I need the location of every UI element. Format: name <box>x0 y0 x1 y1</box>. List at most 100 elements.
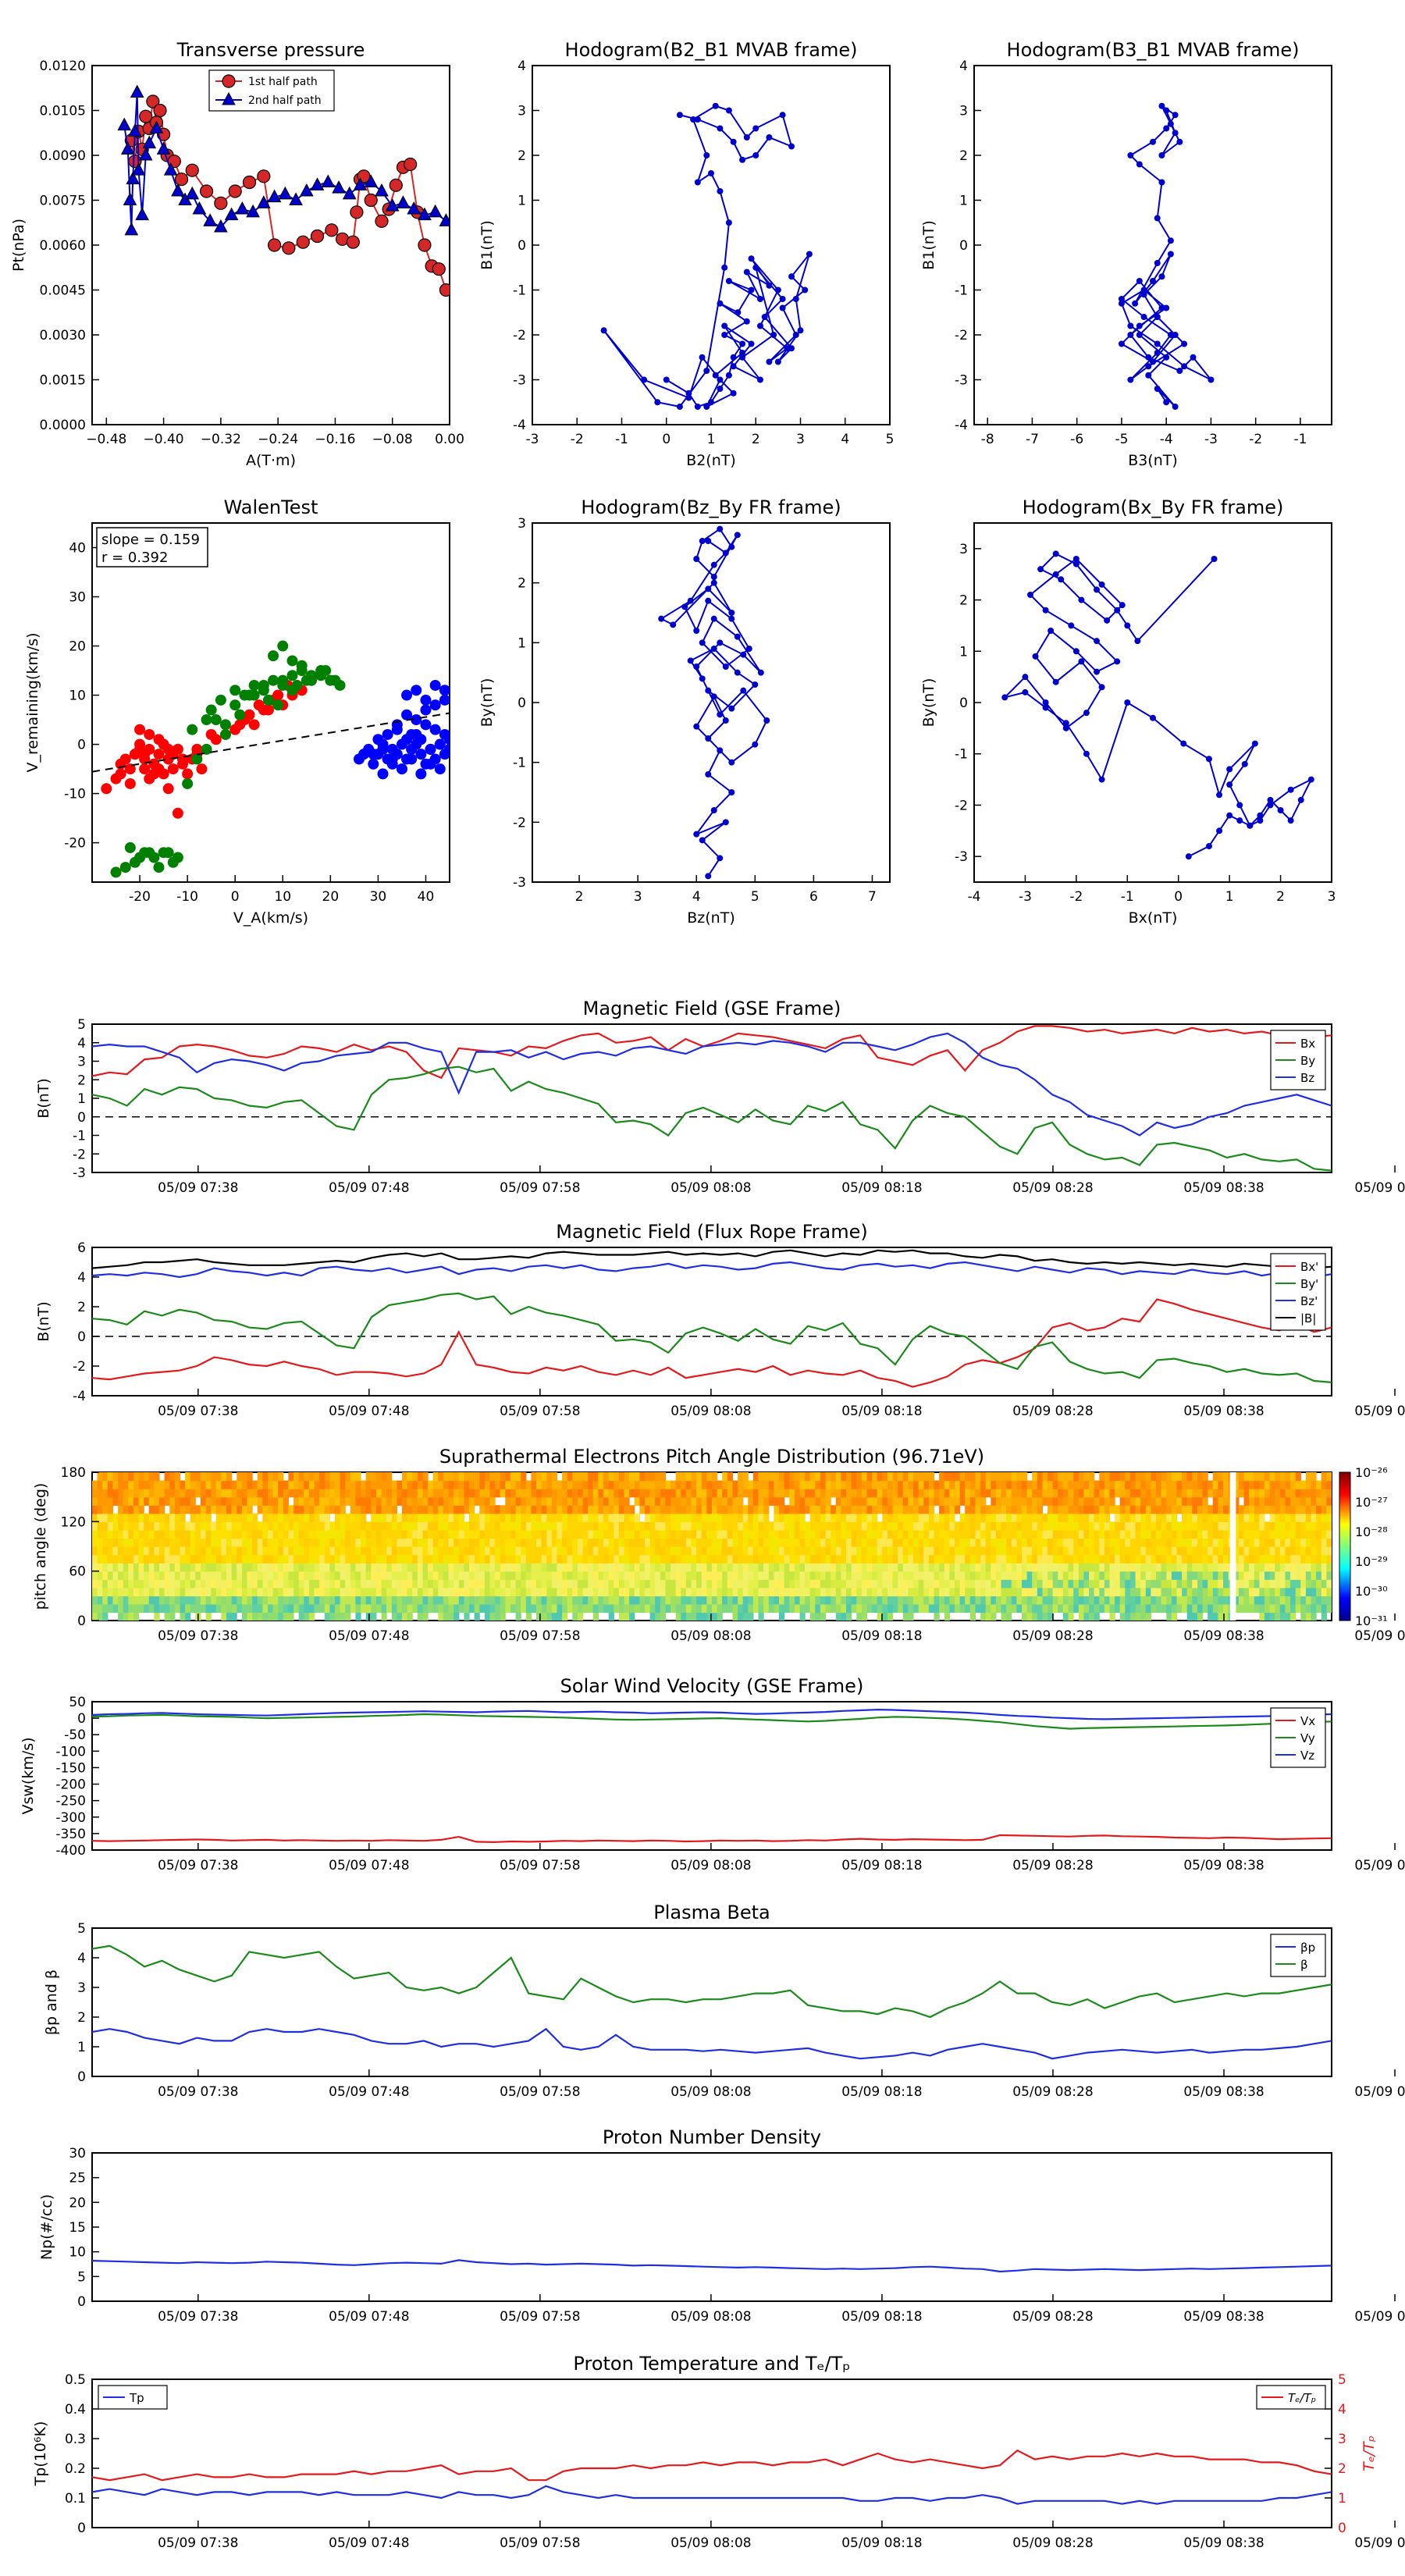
plot-area <box>117 84 450 297</box>
heatmap-cell <box>1218 1480 1224 1489</box>
heatmap-cell <box>572 1489 578 1498</box>
data-point <box>748 286 755 294</box>
data-point <box>1163 399 1170 406</box>
heatmap-cell <box>1305 1496 1312 1506</box>
heatmap-cell <box>805 1554 811 1564</box>
heatmap-cell <box>815 1496 821 1506</box>
heatmap-cell <box>133 1472 140 1482</box>
heatmap-cell <box>335 1546 341 1556</box>
heatmap-cell <box>304 1489 310 1498</box>
heatmap-cell <box>1022 1521 1028 1531</box>
heatmap-cell <box>928 1603 935 1614</box>
heatmap-cell <box>128 1472 134 1482</box>
heatmap-cell <box>696 1472 702 1482</box>
heatmap-cell <box>831 1603 837 1614</box>
heatmap-cell <box>1037 1513 1043 1522</box>
heatmap-cell <box>128 1587 134 1596</box>
heatmap-cell <box>670 1521 677 1531</box>
heatmap-cell <box>1269 1489 1275 1498</box>
heatmap-cell <box>1259 1546 1265 1556</box>
data-point <box>725 278 732 284</box>
heatmap-cell <box>231 1579 237 1589</box>
data-point <box>185 186 200 200</box>
y-tick-label: -2 <box>513 815 526 831</box>
heatmap-cell <box>738 1513 744 1522</box>
heatmap-cell <box>1316 1596 1322 1605</box>
heatmap-cell <box>980 1612 987 1621</box>
heatmap-cell <box>825 1521 831 1531</box>
heatmap-cell <box>546 1538 553 1547</box>
heatmap-cell <box>1326 1603 1332 1614</box>
heatmap-cell <box>578 1546 584 1556</box>
heatmap-cell <box>980 1472 987 1482</box>
heatmap-cell <box>820 1513 827 1522</box>
heatmap-cell <box>381 1480 387 1489</box>
heatmap-cell <box>525 1521 532 1531</box>
heatmap-cell <box>779 1521 785 1531</box>
series-line-b <box>92 1249 1332 1269</box>
data-point <box>1127 332 1134 338</box>
heatmap-cell <box>185 1563 191 1572</box>
data-point <box>717 188 724 194</box>
heatmap-cell <box>965 1489 971 1498</box>
heatmap-cell <box>980 1538 987 1547</box>
heatmap-cell <box>681 1612 687 1621</box>
heatmap-cell <box>1290 1546 1297 1556</box>
heatmap-cell <box>1083 1554 1090 1564</box>
heatmap-cell <box>588 1538 594 1547</box>
heatmap-cell <box>748 1505 754 1514</box>
heatmap-cell <box>319 1529 325 1539</box>
data-point <box>214 196 228 210</box>
heatmap-cell <box>939 1546 945 1556</box>
data-point <box>267 189 282 203</box>
heatmap-cell <box>887 1489 894 1498</box>
heatmap-cell <box>308 1554 315 1564</box>
scatter-point <box>382 728 393 740</box>
heatmap-cell <box>174 1579 181 1589</box>
heatmap-cell <box>1249 1554 1255 1564</box>
heatmap-cell <box>629 1579 635 1589</box>
heatmap-cell <box>1042 1513 1048 1522</box>
heatmap-cell <box>412 1472 418 1482</box>
heatmap-cell <box>588 1563 594 1572</box>
heatmap-cell <box>133 1505 140 1514</box>
data-point <box>117 117 132 131</box>
heatmap-cell <box>1011 1529 1017 1539</box>
heatmap-cell <box>1109 1538 1115 1547</box>
heatmap-cell <box>742 1603 749 1614</box>
scatter-point <box>124 777 136 789</box>
heatmap-cell <box>241 1472 248 1482</box>
heatmap-cell <box>252 1596 258 1605</box>
heatmap-cell <box>1311 1546 1317 1556</box>
heatmap-cell <box>1321 1596 1327 1605</box>
heatmap-cell <box>861 1505 868 1514</box>
heatmap-cell <box>1279 1546 1286 1556</box>
heatmap-cell <box>712 1472 718 1482</box>
heatmap-cell <box>608 1546 614 1556</box>
heatmap-cell <box>923 1563 930 1572</box>
heatmap-cell <box>1062 1513 1069 1522</box>
chart-h31: Hodogram(B3_B1 MVAB frame)B1(nT)B3(nT)-4… <box>920 39 1332 469</box>
heatmap-cell <box>1316 1480 1322 1489</box>
heatmap-cell <box>536 1505 542 1514</box>
heatmap-cell <box>1022 1538 1028 1547</box>
heatmap-cell <box>955 1603 961 1614</box>
heatmap-cell <box>629 1529 635 1539</box>
x-tick-label: 4 <box>841 432 849 447</box>
heatmap-cell <box>375 1546 382 1556</box>
heatmap-cell <box>283 1603 289 1614</box>
heatmap-cell <box>237 1603 243 1614</box>
heatmap-cell <box>133 1521 140 1531</box>
heatmap-cell <box>190 1596 196 1605</box>
heatmap-cell <box>649 1554 656 1564</box>
heatmap-cell <box>732 1529 738 1539</box>
heatmap-cell <box>794 1505 801 1514</box>
heatmap-cell <box>144 1529 150 1539</box>
heatmap-cell <box>422 1546 429 1556</box>
heatmap-cell <box>1016 1546 1023 1556</box>
heatmap-cell <box>180 1529 186 1539</box>
data-point <box>699 354 706 361</box>
heatmap-cell <box>846 1538 852 1547</box>
heatmap-cell <box>489 1571 496 1580</box>
heatmap-cell <box>541 1587 547 1596</box>
